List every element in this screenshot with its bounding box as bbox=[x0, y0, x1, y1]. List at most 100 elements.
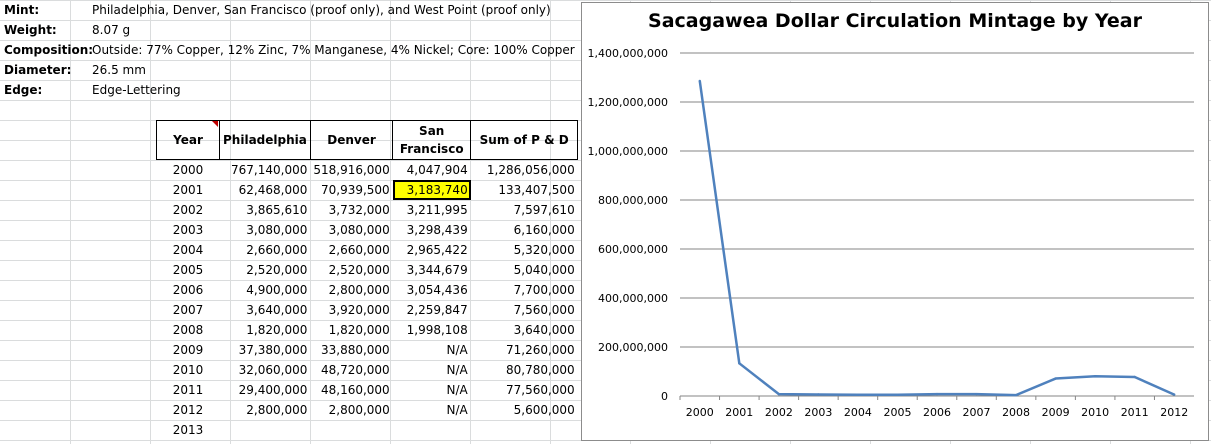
column-header-san-francisco[interactable]: San Francisco bbox=[392, 120, 472, 160]
table-cell[interactable]: 2008 bbox=[172, 323, 204, 337]
table-cell[interactable]: 5,040,000 bbox=[513, 263, 575, 277]
table-cell[interactable]: 37,380,000 bbox=[238, 343, 308, 357]
table-cell[interactable]: 2,800,000 bbox=[328, 403, 390, 417]
table-cell[interactable] bbox=[393, 420, 471, 440]
y-tick-label: 1,400,000,000 bbox=[588, 47, 668, 60]
table-cell[interactable]: 767,140,000 bbox=[231, 163, 308, 177]
table-cell[interactable]: 32,060,000 bbox=[238, 363, 308, 377]
table-cell[interactable]: 3,344,679 bbox=[406, 263, 468, 277]
data-point[interactable] bbox=[1173, 393, 1176, 396]
table-cell[interactable] bbox=[310, 420, 392, 440]
data-point[interactable] bbox=[777, 392, 781, 396]
table-cell[interactable]: 3,211,995 bbox=[406, 203, 468, 217]
table-cell[interactable]: 1,820,000 bbox=[246, 323, 308, 337]
info-label: Weight: bbox=[4, 23, 57, 37]
data-point[interactable] bbox=[896, 393, 899, 396]
table-cell[interactable]: N/A bbox=[446, 343, 468, 357]
table-cell[interactable]: 2,660,000 bbox=[246, 243, 308, 257]
table-cell[interactable]: 3,298,439 bbox=[406, 223, 468, 237]
table-cell[interactable]: 2,520,000 bbox=[246, 263, 308, 277]
table-cell[interactable]: 2006 bbox=[172, 283, 204, 297]
table-row: 2000 767,140,000 518,916,000 4,047,904 1,286… bbox=[157, 160, 578, 181]
column-header-sum[interactable]: Sum of P & D bbox=[470, 120, 579, 160]
series-line[interactable] bbox=[698, 80, 1175, 397]
data-point[interactable] bbox=[1014, 393, 1018, 397]
data-point[interactable] bbox=[698, 79, 701, 83]
table-cell[interactable]: 2004 bbox=[172, 243, 204, 257]
table-cell[interactable]: 2002 bbox=[172, 203, 204, 217]
table-cell[interactable]: 77,560,000 bbox=[505, 383, 575, 397]
table-cell[interactable]: 80,780,000 bbox=[505, 363, 575, 377]
table-cell[interactable]: 2001 bbox=[172, 183, 204, 197]
table-cell[interactable]: 1,820,000 bbox=[328, 323, 390, 337]
table-cell[interactable]: 62,468,000 bbox=[238, 183, 308, 197]
table-cell[interactable]: N/A bbox=[446, 383, 468, 397]
table-cell[interactable]: 1,998,108 bbox=[406, 323, 468, 337]
table-cell[interactable] bbox=[220, 420, 311, 440]
table-cell[interactable]: 71,260,000 bbox=[505, 343, 575, 357]
table-cell[interactable]: 48,160,000 bbox=[320, 383, 390, 397]
table-cell[interactable]: 1,286,056,000 bbox=[486, 163, 575, 177]
data-point[interactable] bbox=[1054, 377, 1057, 380]
table-cell[interactable]: 2,800,000 bbox=[246, 403, 308, 417]
table-cell[interactable]: 7,597,610 bbox=[513, 203, 575, 217]
table-cell[interactable]: 2,660,000 bbox=[328, 243, 390, 257]
table-cell[interactable]: 2003 bbox=[172, 223, 204, 237]
table-cell[interactable]: 2005 bbox=[172, 263, 204, 277]
column-header-year[interactable]: Year bbox=[156, 120, 220, 160]
table-cell[interactable]: 48,720,000 bbox=[320, 363, 390, 377]
data-point[interactable] bbox=[935, 392, 939, 396]
table-cell[interactable]: 2013 bbox=[172, 423, 204, 437]
table-cell[interactable] bbox=[471, 420, 578, 440]
table-cell[interactable]: 7,560,000 bbox=[513, 303, 575, 317]
x-tick-label: 2000 bbox=[686, 406, 714, 419]
table-cell[interactable]: 2,259,847 bbox=[406, 303, 468, 317]
data-point[interactable] bbox=[738, 362, 741, 365]
table-cell[interactable]: 2009 bbox=[172, 343, 204, 357]
table-cell[interactable]: 133,407,500 bbox=[498, 183, 575, 197]
x-tick-label: 2004 bbox=[844, 406, 872, 419]
table-cell[interactable]: 4,900,000 bbox=[246, 283, 308, 297]
table-cell[interactable]: 518,916,000 bbox=[313, 163, 390, 177]
table-cell[interactable]: 5,320,000 bbox=[513, 243, 575, 257]
table-cell[interactable]: 2,520,000 bbox=[328, 263, 390, 277]
chart-title: Sacagawea Dollar Circulation Mintage by … bbox=[648, 10, 1142, 32]
table-cell[interactable]: 3,054,436 bbox=[406, 283, 468, 297]
selected-cell[interactable]: 3,183,740 bbox=[392, 180, 471, 200]
table-cell[interactable]: 7,700,000 bbox=[513, 283, 575, 297]
column-header-denver[interactable]: Denver bbox=[309, 120, 394, 160]
table-cell[interactable]: 2011 bbox=[172, 383, 204, 397]
table-cell[interactable]: 3,080,000 bbox=[328, 223, 390, 237]
table-cell[interactable]: 70,939,500 bbox=[320, 183, 390, 197]
table-row: 2004 2,660,000 2,660,000 2,965,422 5,320,000 bbox=[157, 240, 578, 260]
table-cell[interactable]: 2012 bbox=[172, 403, 204, 417]
table-cell[interactable]: 2010 bbox=[172, 363, 204, 377]
table-cell[interactable]: 29,400,000 bbox=[238, 383, 308, 397]
table-cell[interactable]: 2,965,422 bbox=[406, 243, 468, 257]
table-cell[interactable]: 3,865,610 bbox=[246, 203, 308, 217]
line-chart[interactable]: Sacagawea Dollar Circulation Mintage by … bbox=[581, 2, 1209, 441]
table-cell[interactable]: 2007 bbox=[172, 303, 204, 317]
table-cell[interactable]: 4,047,904 bbox=[406, 163, 468, 177]
data-point[interactable] bbox=[1133, 375, 1136, 379]
table-cell[interactable]: 33,880,000 bbox=[320, 343, 390, 357]
data-point[interactable] bbox=[817, 393, 820, 396]
info-label: Mint: bbox=[4, 3, 40, 17]
table-cell[interactable]: N/A bbox=[446, 403, 468, 417]
data-point[interactable] bbox=[975, 392, 978, 396]
table-cell[interactable]: 5,600,000 bbox=[513, 403, 575, 417]
table-cell[interactable]: 3,080,000 bbox=[246, 223, 308, 237]
table-cell[interactable]: 6,160,000 bbox=[513, 223, 575, 237]
x-tick-label: 2011 bbox=[1121, 406, 1149, 419]
table-cell[interactable]: 2,800,000 bbox=[328, 283, 390, 297]
data-point[interactable] bbox=[1093, 375, 1097, 378]
y-tick-label: 800,000,000 bbox=[598, 194, 668, 207]
table-cell[interactable]: 3,920,000 bbox=[328, 303, 390, 317]
data-point[interactable] bbox=[856, 393, 860, 396]
table-cell[interactable]: 3,640,000 bbox=[513, 323, 575, 337]
table-cell[interactable]: 2000 bbox=[172, 163, 204, 177]
table-cell[interactable]: 3,732,000 bbox=[328, 203, 390, 217]
table-cell[interactable]: N/A bbox=[446, 363, 468, 377]
table-cell[interactable]: 3,640,000 bbox=[246, 303, 308, 317]
column-header-philadelphia[interactable]: Philadelphia bbox=[219, 120, 311, 160]
